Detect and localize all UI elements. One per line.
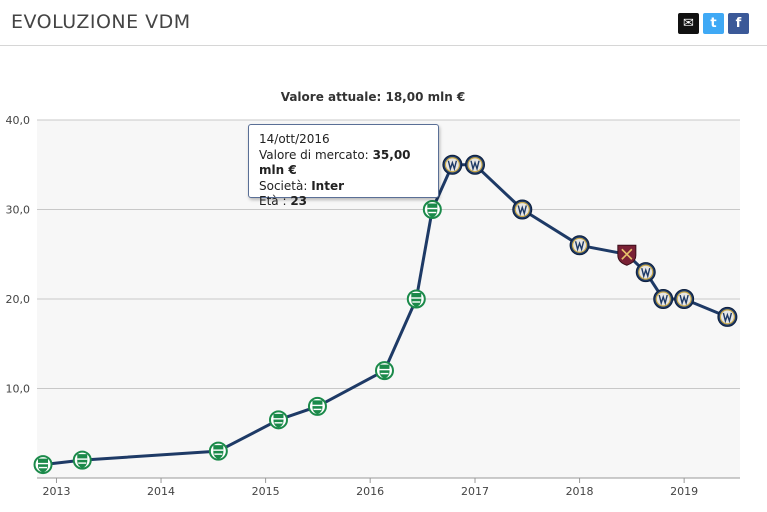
mail-icon: ✉ (683, 16, 694, 31)
inter-monogram-icon (470, 160, 480, 172)
y-axis: 10,0 20,0 30,0 40,0 (6, 114, 31, 396)
inter-monogram-icon (574, 241, 585, 252)
x-tick-label: 2013 (42, 485, 70, 498)
inter-monogram-icon (447, 160, 458, 172)
x-tick-label: 2019 (670, 485, 698, 498)
sporting-shield-icon (312, 400, 323, 415)
x-tick-label: 2016 (356, 485, 384, 498)
tooltip-club-label: Società: (259, 178, 308, 193)
data-point[interactable] (512, 199, 533, 220)
tooltip-value: 35,00 mln € (259, 147, 411, 178)
data-point[interactable] (406, 289, 426, 309)
inter-monogram-icon (722, 312, 733, 324)
gridlines (37, 119, 740, 479)
facebook-share-button[interactable]: f (728, 13, 749, 34)
y-tick-label: 30,0 (6, 204, 31, 217)
x-tick-label: 2018 (566, 485, 594, 498)
tooltip-club-row: Società: Inter (259, 179, 428, 195)
data-point[interactable] (442, 154, 463, 175)
x-axis: 2013 2014 2015 2016 2017 2018 2019 (42, 478, 698, 498)
data-point[interactable] (653, 289, 674, 309)
data-point[interactable] (569, 235, 590, 256)
data-point[interactable] (307, 396, 327, 416)
hammers-icon (621, 248, 633, 260)
sporting-shield-icon (77, 454, 88, 469)
data-point[interactable] (717, 306, 738, 327)
sporting-shield-icon (411, 293, 422, 307)
sporting-shield-icon (38, 458, 49, 473)
data-point[interactable] (374, 361, 394, 381)
x-tick-label: 2014 (147, 485, 175, 498)
y-tick-label: 10,0 (6, 383, 31, 396)
y-tick-label: 20,0 (6, 293, 31, 306)
data-point[interactable] (72, 450, 92, 470)
x-tick-label: 2017 (461, 485, 489, 498)
tooltip-age: 23 (290, 194, 308, 208)
header: EVOLUZIONE VDM ✉ t f (0, 0, 767, 46)
data-tooltip: 14/ott/2016 Valore di mercato: 35,00 mln… (248, 124, 439, 208)
section-title: EVOLUZIONE VDM (11, 11, 191, 33)
inter-monogram-icon (641, 267, 651, 279)
data-point[interactable] (617, 244, 637, 266)
twitter-share-button[interactable]: t (703, 13, 724, 34)
tooltip-value-row: Valore di mercato: 35,00 mln € (259, 148, 428, 179)
sporting-shield-icon (427, 203, 438, 218)
x-tick-label: 2015 (252, 485, 280, 498)
tooltip-club: Inter (311, 178, 345, 193)
data-point[interactable] (674, 289, 695, 309)
chart-subtitle: Valore attuale: 18,00 mln € (281, 90, 466, 104)
data-points (33, 154, 738, 475)
data-point[interactable] (635, 262, 656, 283)
inter-monogram-icon (679, 294, 689, 306)
inter-monogram-icon (517, 205, 527, 217)
sporting-shield-icon (273, 413, 284, 428)
data-point[interactable] (465, 154, 486, 175)
sporting-shield-icon (213, 445, 224, 460)
tooltip-age-label: Età : (259, 194, 287, 208)
tooltip-age-row: Età : 23 (259, 194, 428, 210)
twitter-icon: t (710, 16, 717, 31)
data-point[interactable] (33, 455, 53, 475)
sporting-shield-icon (379, 364, 390, 379)
data-point[interactable] (208, 441, 228, 461)
market-value-chart: Valore attuale: 18,00 mln € 10,0 20,0 30,0… (6, 90, 740, 498)
mail-share-button[interactable]: ✉ (678, 13, 699, 34)
data-point[interactable] (268, 410, 288, 430)
inter-monogram-icon (658, 294, 668, 306)
data-point[interactable] (422, 200, 442, 219)
facebook-icon: f (735, 16, 742, 31)
y-tick-label: 40,0 (6, 114, 31, 127)
tooltip-value-label: Valore di mercato: (259, 147, 369, 162)
tooltip-date: 14/ott/2016 (259, 132, 330, 146)
